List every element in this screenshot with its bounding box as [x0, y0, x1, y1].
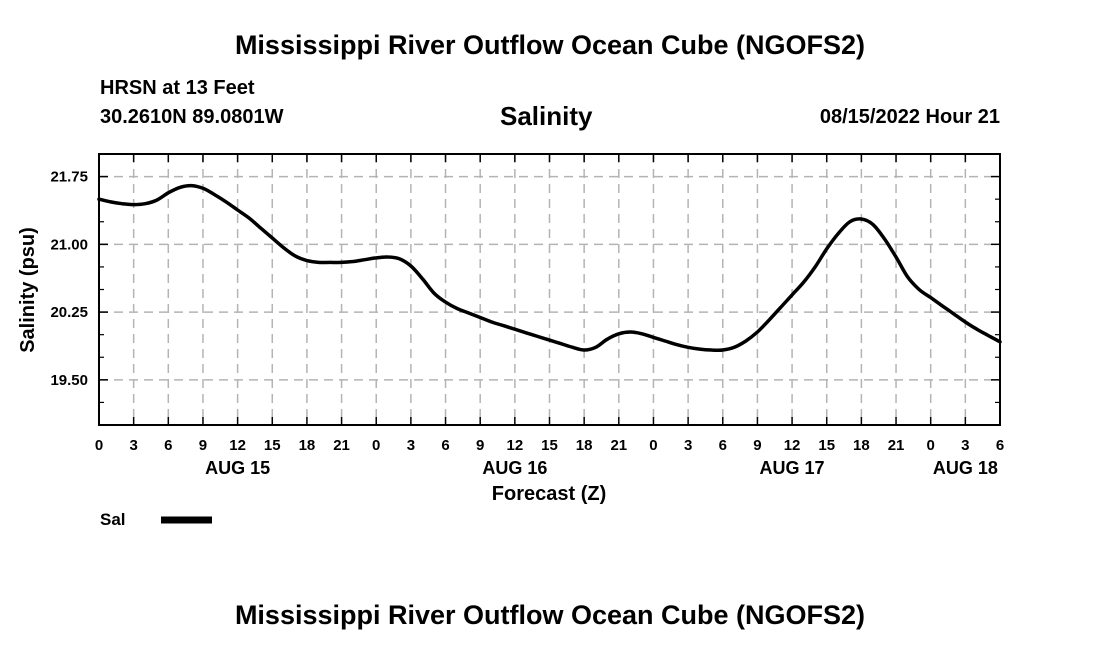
date-label: AUG 17 — [760, 458, 825, 478]
x-tick-label: 15 — [264, 437, 281, 454]
axis-ticks — [98, 154, 1001, 425]
date-label: AUG 15 — [205, 458, 270, 478]
x-tick-label: 3 — [961, 437, 969, 454]
date-label: AUG 16 — [482, 458, 547, 478]
axis-labels: 0 3 6 9 12 15 18 21 0 3 6 9 12 15 18 21 0 3 6 9 12 15 18 21 0 3 6 1… — [50, 169, 1004, 478]
legend-label-sal: Sal — [100, 510, 126, 529]
y-tick-label: 19.50 — [50, 372, 88, 389]
x-tick-label: 12 — [784, 437, 801, 454]
x-tick-label: 15 — [541, 437, 558, 454]
y-tick-label: 21.00 — [50, 236, 88, 253]
x-tick-label: 6 — [441, 437, 449, 454]
y-tick-label: 21.75 — [50, 169, 88, 186]
main-title-bottom: Mississippi River Outflow Ocean Cube (NG… — [234, 600, 866, 630]
x-tick-label: 3 — [407, 437, 415, 454]
x-tick-label: 3 — [129, 437, 137, 454]
x-tick-label: 0 — [927, 437, 935, 454]
date-label: AUG 18 — [933, 458, 998, 478]
x-tick-label: 21 — [888, 437, 905, 454]
x-tick-label: 12 — [229, 437, 246, 454]
x-tick-label: 18 — [576, 437, 593, 454]
station-name: HRSN at 13 Feet — [100, 77, 255, 99]
y-axis-title: Salinity (psu) — [17, 227, 39, 353]
grid-lines — [99, 154, 1000, 425]
main-title-top: Mississippi River Outflow Ocean Cube (NG… — [234, 30, 866, 60]
x-tick-label: 0 — [649, 437, 657, 454]
x-tick-label: 0 — [372, 437, 380, 454]
x-tick-label: 9 — [476, 437, 484, 454]
x-tick-label: 21 — [333, 437, 350, 454]
station-coordinates: 30.2610N 89.0801W — [100, 106, 284, 128]
x-tick-label: 18 — [853, 437, 870, 454]
x-tick-label: 0 — [95, 437, 103, 454]
x-tick-label: 12 — [507, 437, 524, 454]
chart-title: Salinity — [500, 101, 593, 131]
x-tick-label: 15 — [818, 437, 835, 454]
y-tick-label: 20.25 — [50, 304, 88, 321]
legend: Sal — [100, 510, 212, 529]
x-tick-label: 3 — [684, 437, 692, 454]
x-tick-label: 18 — [299, 437, 316, 454]
x-tick-label: 6 — [164, 437, 172, 454]
x-tick-label: 6 — [719, 437, 727, 454]
series-line-sal — [97, 183, 1002, 353]
x-axis-title: Forecast (Z) — [492, 483, 606, 505]
x-tick-label: 21 — [610, 437, 627, 454]
forecast-datetime: 08/15/2022 Hour 21 — [819, 106, 1000, 128]
x-tick-label: 9 — [753, 437, 761, 454]
x-tick-label: 9 — [199, 437, 207, 454]
x-tick-label: 6 — [996, 437, 1004, 454]
series-layer — [97, 183, 1002, 353]
